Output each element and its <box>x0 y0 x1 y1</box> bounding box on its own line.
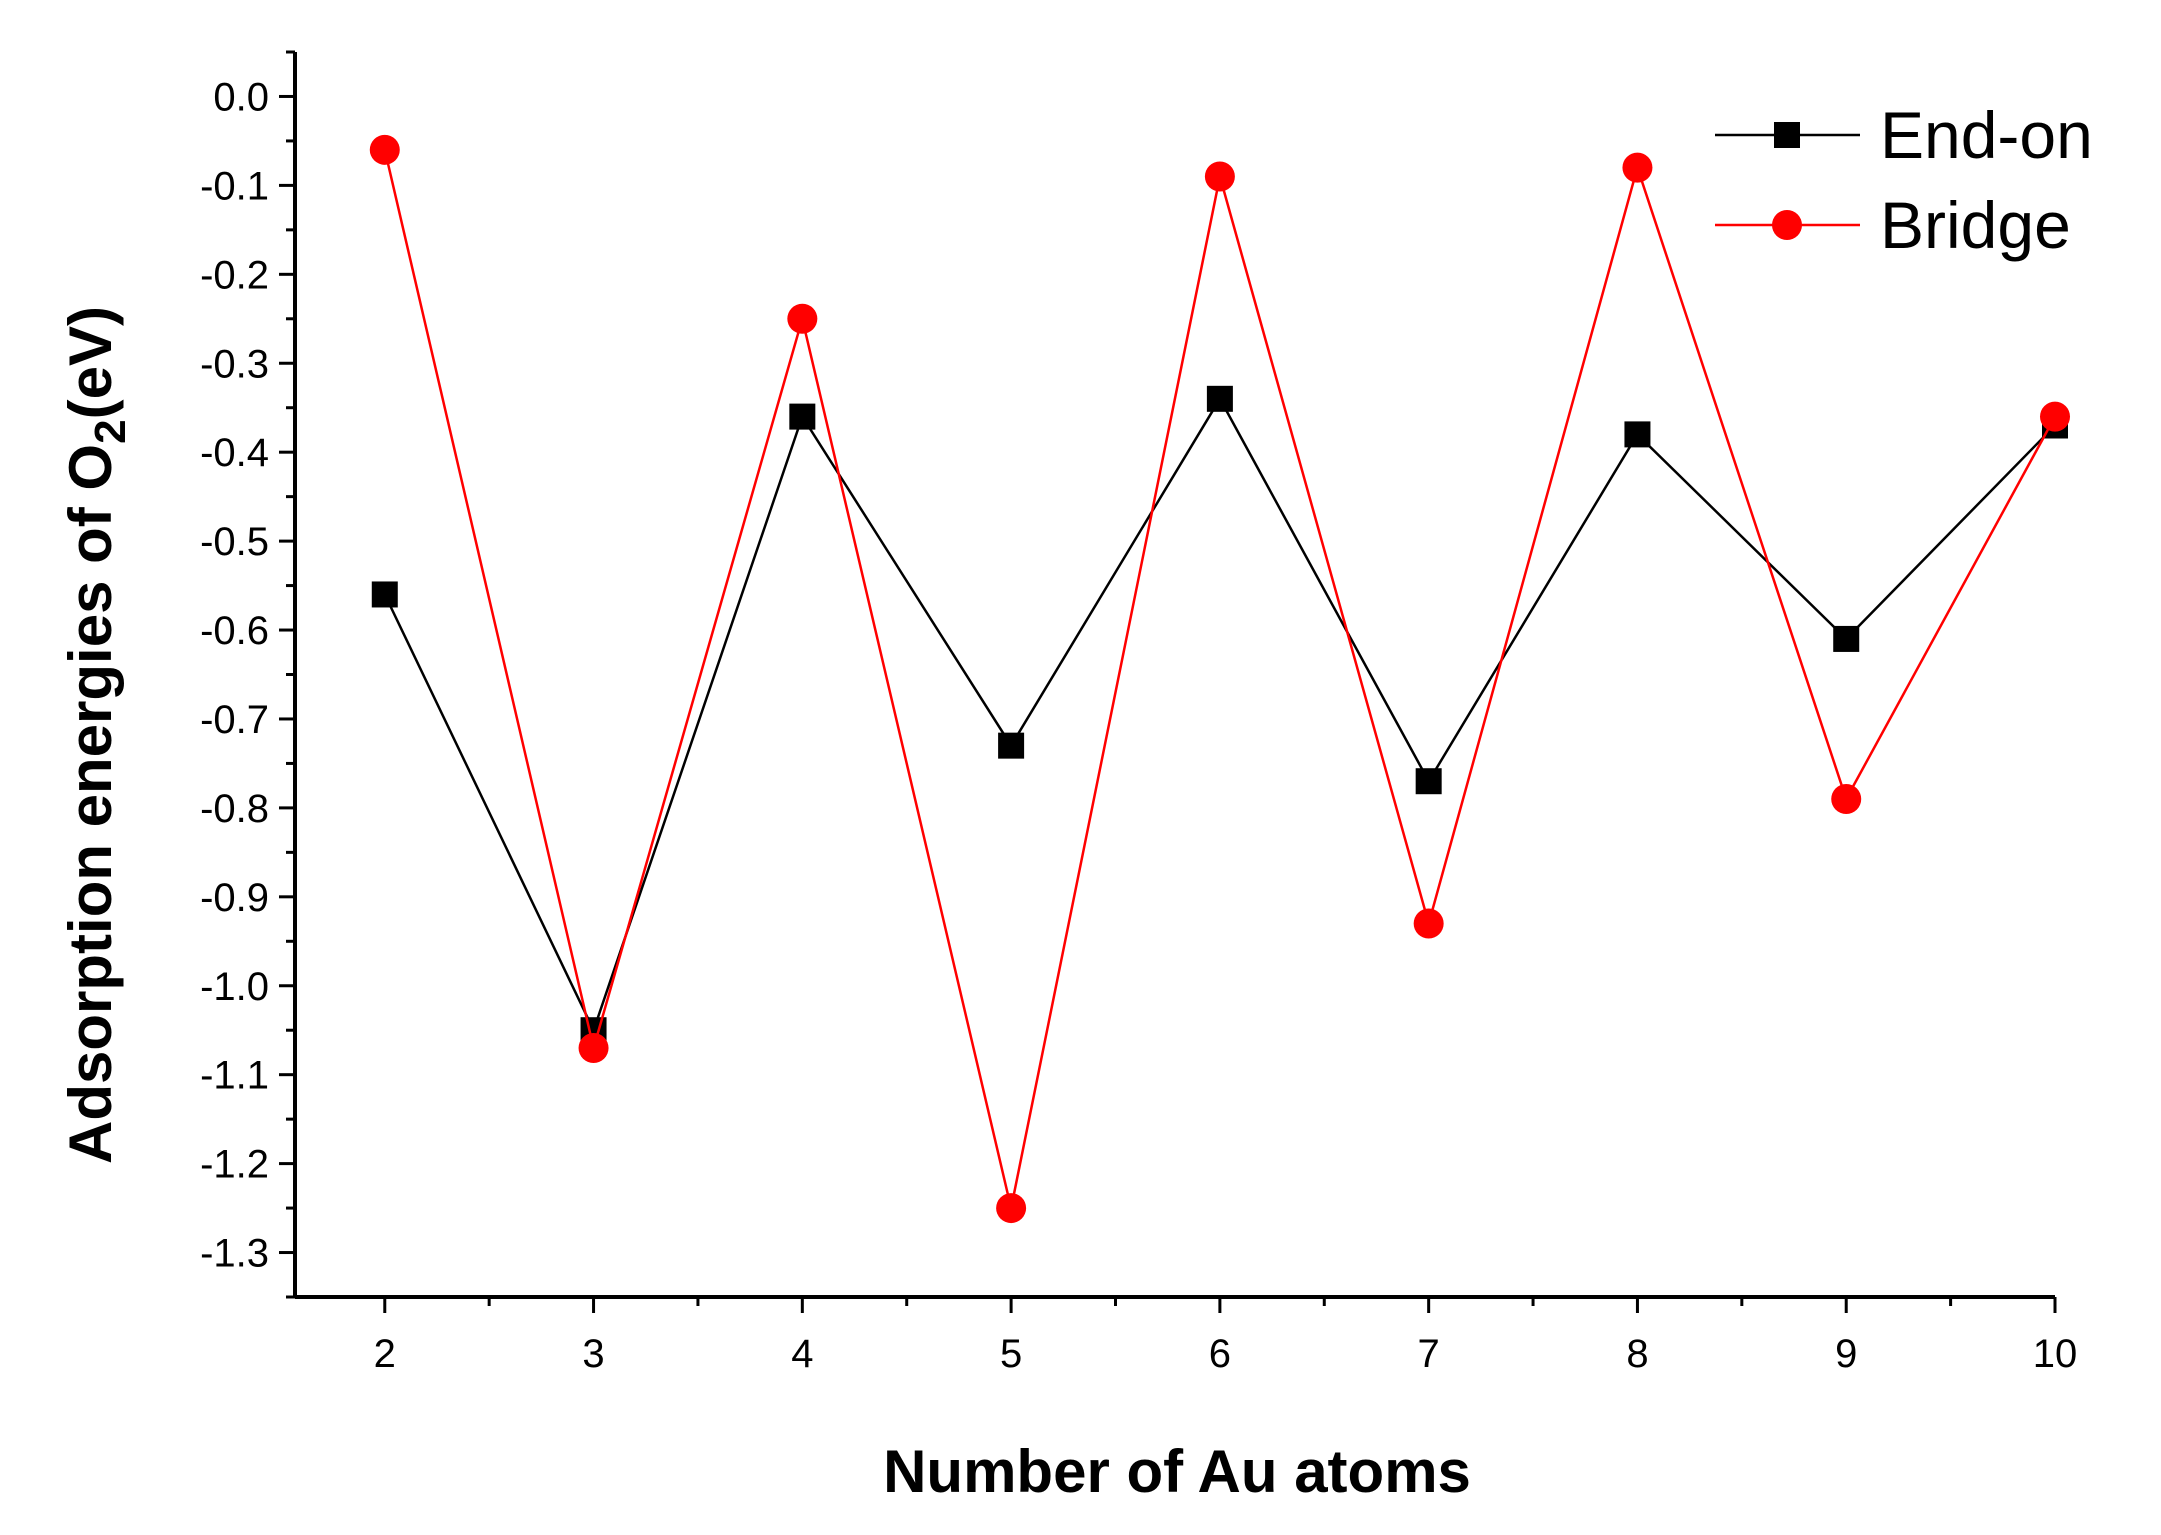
y-axis-title-unit: (eV) <box>57 306 124 419</box>
data-point <box>578 1033 609 1063</box>
data-point <box>998 732 1025 759</box>
data-point <box>369 134 400 165</box>
data-point <box>996 1193 1027 1224</box>
y-tick-label: -1.2 <box>200 1143 269 1187</box>
x-tick-label: 8 <box>1626 1332 1648 1376</box>
y-tick-label: -0.4 <box>200 431 269 475</box>
series-line <box>383 149 2057 1209</box>
data-point <box>2040 401 2070 432</box>
legend-label: Bridge <box>1880 188 2071 262</box>
y-axis-title: Adsorption energies of O2(eV) <box>57 306 135 1164</box>
data-point <box>371 581 398 608</box>
y-tick-label: -0.9 <box>200 876 269 920</box>
y-tick-label: -0.5 <box>200 520 269 564</box>
data-point <box>1622 152 1653 183</box>
x-tick-label: 2 <box>374 1332 396 1376</box>
x-tick-label: 9 <box>1835 1332 1857 1376</box>
y-tick-label: -1.3 <box>200 1232 269 1276</box>
y-axis-title-subscript: 2 <box>86 419 135 443</box>
y-tick-label: 0.0 <box>213 75 269 119</box>
x-tick-label: 6 <box>1209 1332 1231 1376</box>
x-axis-title: Number of Au atoms <box>883 1438 1471 1505</box>
y-axis-title-main: Adsorption energies of O <box>57 444 124 1164</box>
legend: End-on Bridge <box>1715 98 2093 262</box>
x-tick-label: 5 <box>1000 1332 1022 1376</box>
data-point <box>1206 385 1233 412</box>
legend-marker <box>1772 210 1802 240</box>
legend-marker <box>1774 122 1800 148</box>
x-tick-label: 3 <box>582 1332 604 1376</box>
data-point <box>789 403 816 430</box>
y-tick-label: -0.3 <box>200 342 269 386</box>
y-tick-label: -1.0 <box>200 965 269 1009</box>
x-tick-label: 4 <box>791 1332 813 1376</box>
data-point <box>1204 161 1235 192</box>
x-tick-label: 10 <box>2033 1332 2078 1376</box>
y-tick-label: -0.7 <box>200 698 269 742</box>
y-tick-label: -0.1 <box>200 164 269 208</box>
y-tick-label: -0.2 <box>200 253 269 297</box>
legend-label: End-on <box>1880 98 2093 172</box>
axes: 0.0 -0.1 -0.2 -0.3 -0.4 -0.5 -0.6 -0.7 -0.8 -0.9 -… <box>200 50 2078 1376</box>
data-point <box>1833 625 1860 652</box>
series-line <box>383 396 2056 1034</box>
y-tick-label: -0.8 <box>200 787 269 831</box>
legend-entry-bridge: Bridge <box>1715 188 2071 262</box>
y-tick-label: -0.6 <box>200 609 269 653</box>
data-point <box>1831 784 1862 814</box>
series-bridge <box>369 134 2070 1224</box>
y-tick-label: -1.1 <box>200 1054 269 1098</box>
data-point <box>1415 768 1442 795</box>
legend-entry-end-on: End-on <box>1715 98 2093 172</box>
x-tick-label: 7 <box>1418 1332 1440 1376</box>
data-point <box>1413 908 1444 939</box>
series-end-on <box>371 385 2068 1044</box>
series-layer <box>369 134 2070 1224</box>
data-point <box>787 303 818 334</box>
data-point <box>1624 421 1651 448</box>
